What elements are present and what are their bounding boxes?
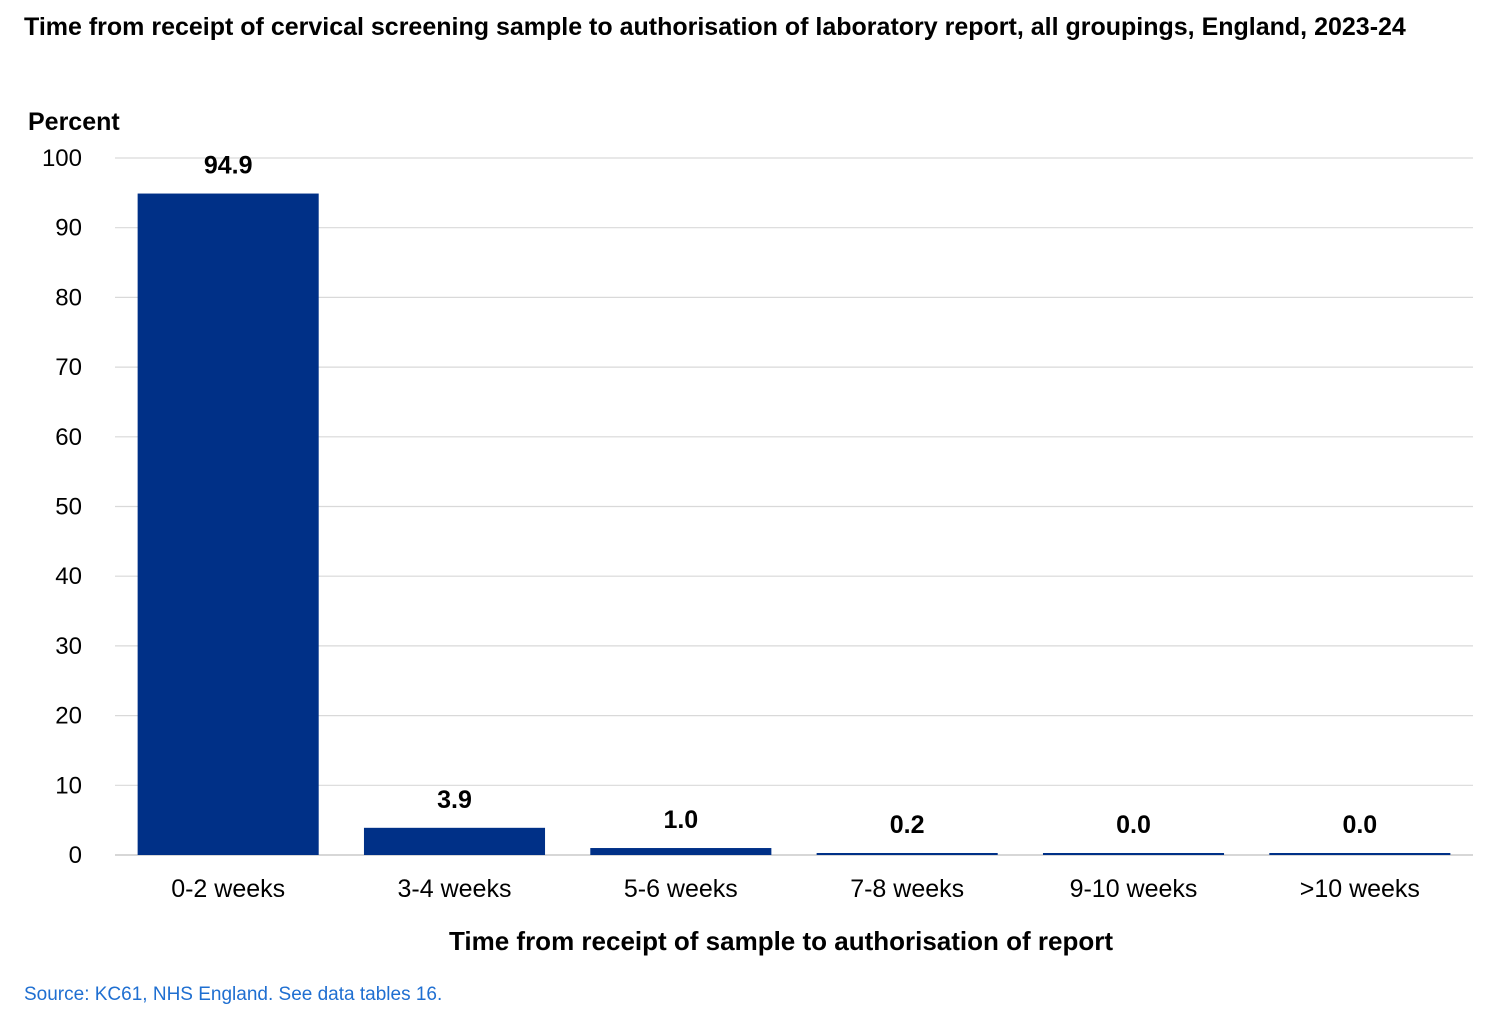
gridlines [115,157,1473,856]
y-tick-label: 60 [55,424,82,451]
bar [590,848,772,855]
x-tick-label: 3-4 weeks [398,875,512,903]
x-tick-label: 9-10 weeks [1070,875,1198,903]
bar [363,827,546,855]
y-tick-label: 40 [55,563,82,590]
chart-title: Time from receipt of cervical screening … [24,13,1406,41]
x-axis-ticks: 0-2 weeks 3-4 weeks 5-6 weeks 7-8 weeks 9-10… [171,875,1420,903]
x-tick-label: 7-8 weeks [850,875,964,903]
y-tick-label: 30 [55,633,82,660]
data-label: 0.2 [890,811,925,839]
data-label: 0.0 [1116,811,1151,839]
bar [1042,853,1225,855]
y-axis-label: Percent [28,108,120,136]
y-tick-label: 70 [55,354,82,381]
bar [1269,853,1451,855]
bars [137,193,1451,855]
y-tick-label: 90 [55,215,82,242]
y-tick-label: 50 [55,494,82,521]
bar [816,853,998,855]
data-labels: 94.9 3.9 1.0 0.2 0.0 0.0 [204,152,1377,839]
y-tick-label: 0 [69,842,82,869]
x-tick-label: 5-6 weeks [624,875,738,903]
x-axis-label: Time from receipt of sample to authorisa… [449,926,1113,956]
bar [137,193,319,855]
source-note: Source: KC61, NHS England. See data tabl… [24,984,443,1005]
y-tick-label: 80 [55,284,82,311]
y-tick-label: 20 [55,703,82,730]
y-tick-label: 10 [55,772,82,799]
data-label: 3.9 [437,786,472,814]
x-tick-label: >10 weeks [1300,875,1420,903]
data-label: 0.0 [1342,811,1377,839]
data-label: 94.9 [204,152,253,180]
y-tick-label: 100 [42,145,82,172]
y-axis-ticks: 0 10 20 30 40 50 60 70 80 90 100 [42,145,82,869]
data-label: 1.0 [663,806,698,834]
x-tick-label: 0-2 weeks [171,875,285,903]
